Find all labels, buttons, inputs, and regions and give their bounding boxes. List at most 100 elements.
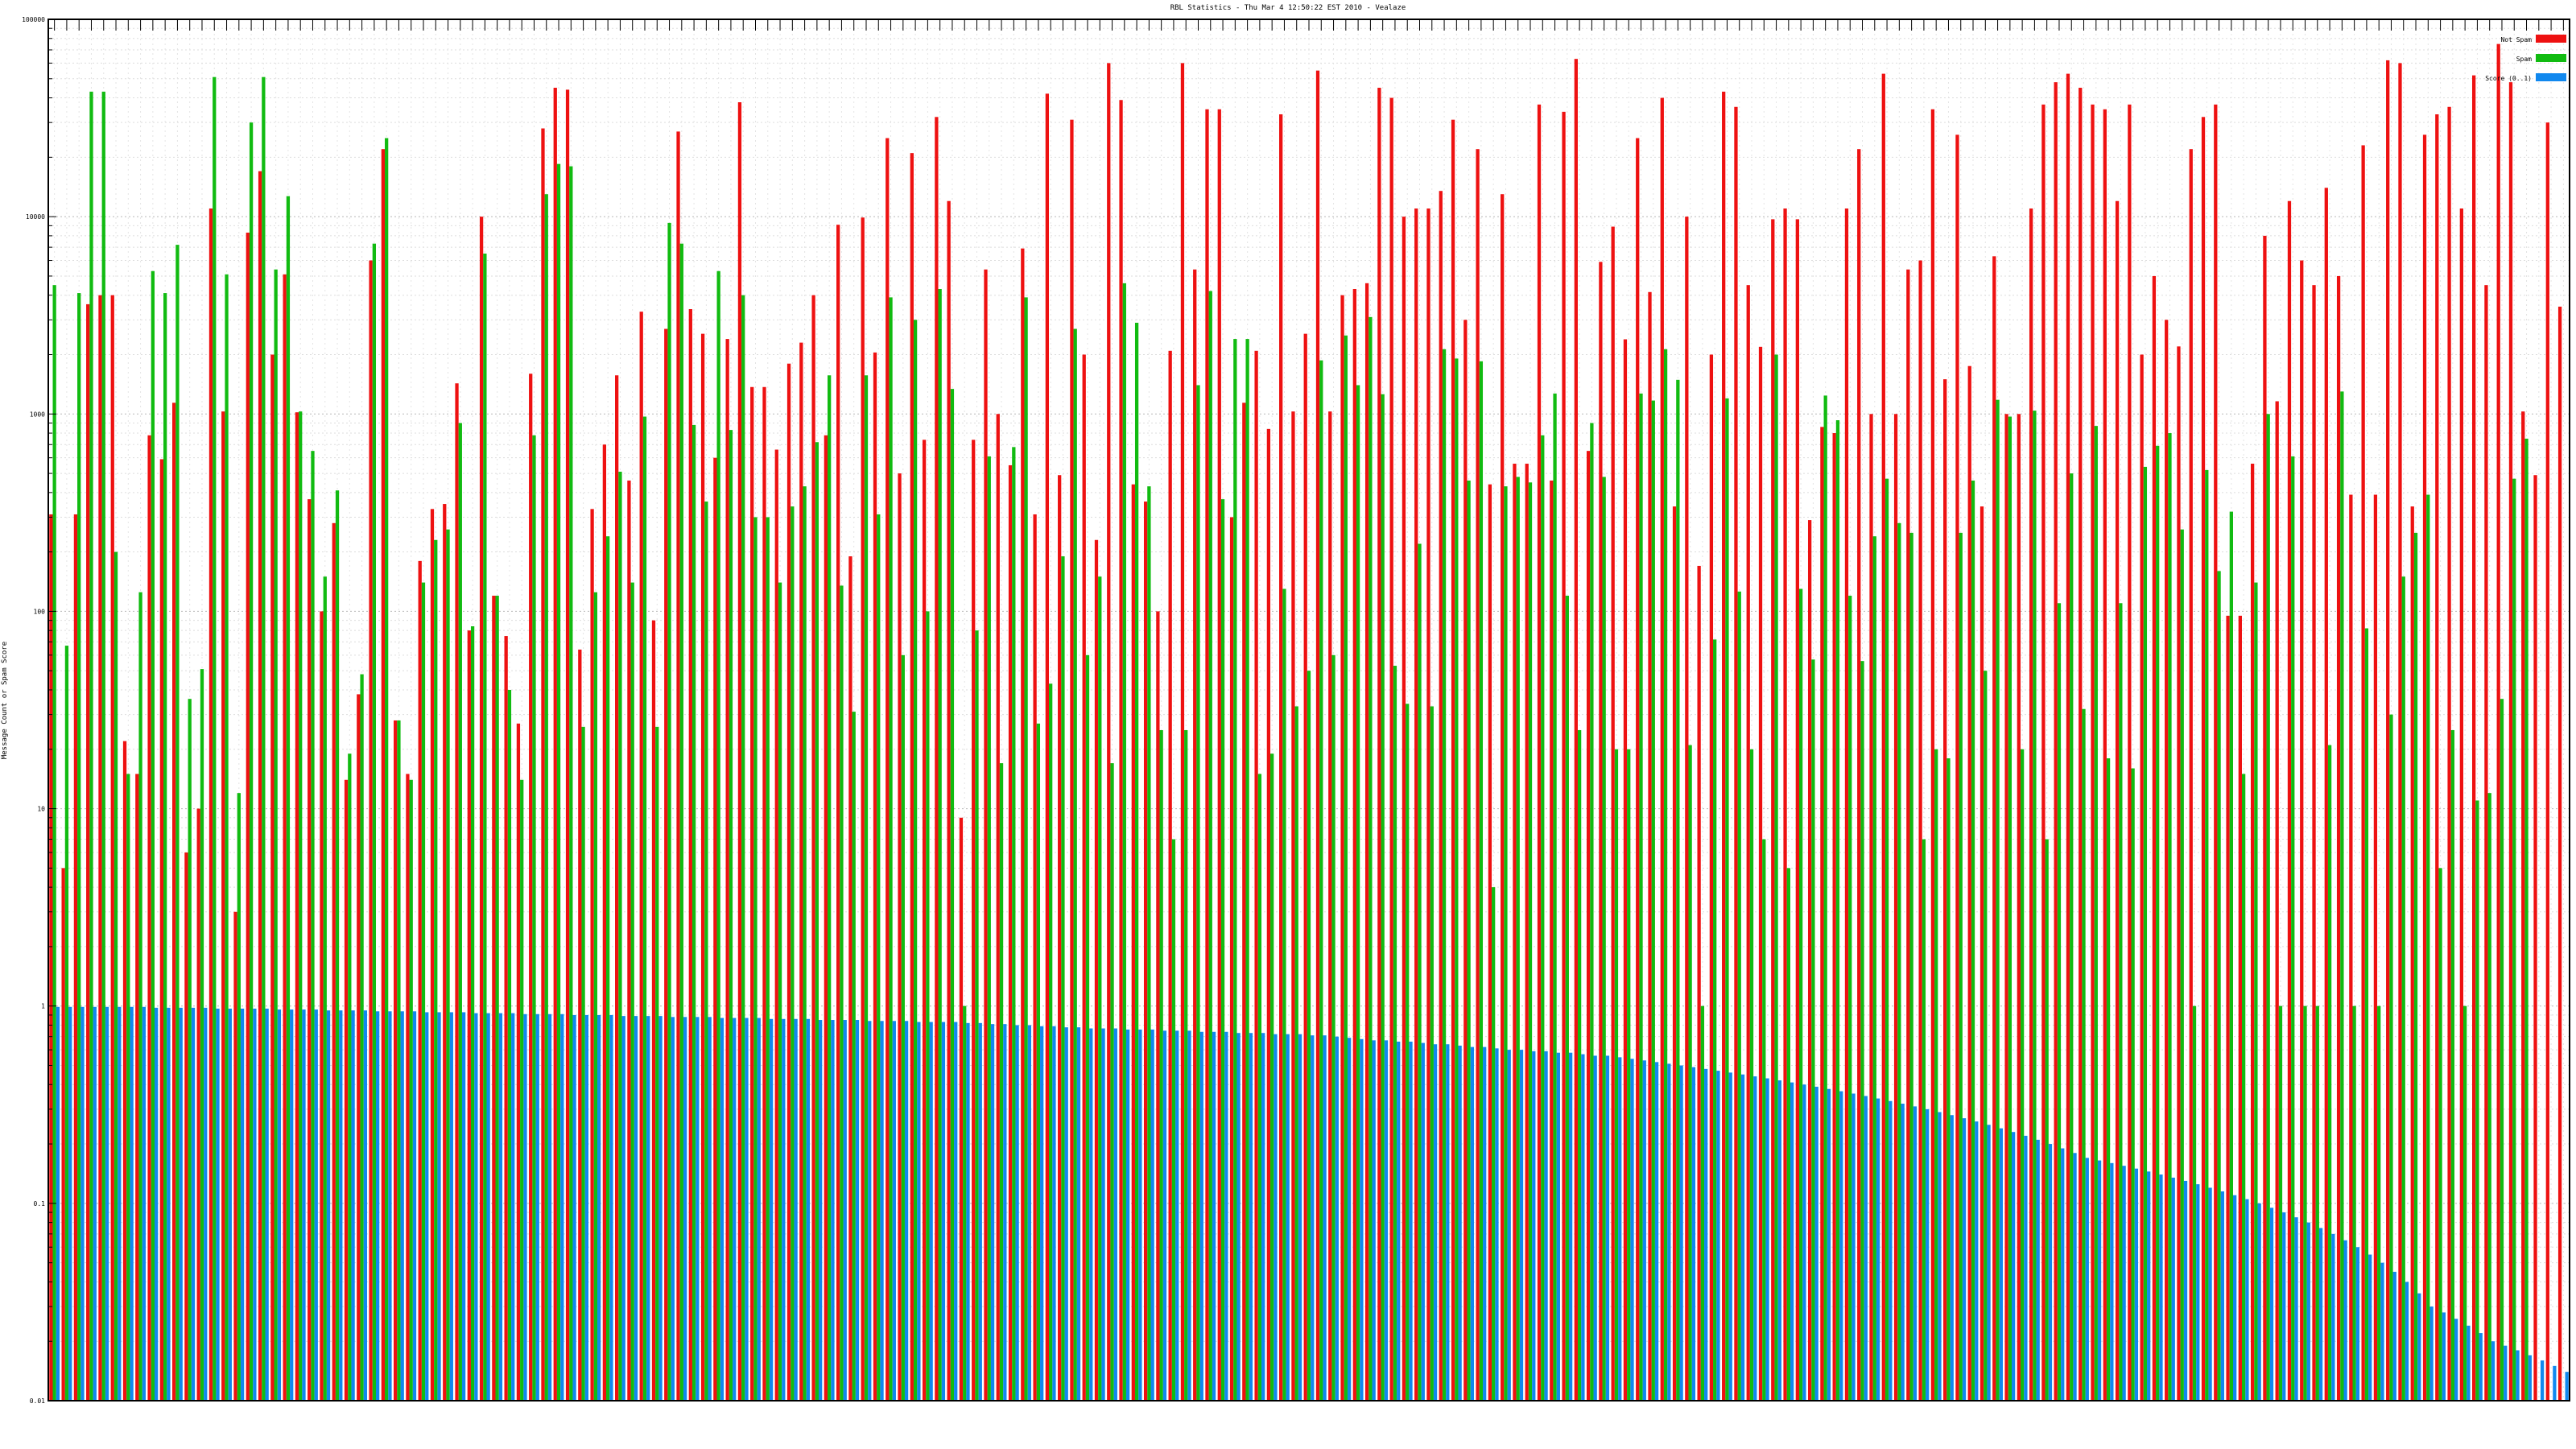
not-spam-bar [1832,433,1836,1402]
not-spam-bar [1734,106,1738,1401]
not-spam-bar [1414,208,1418,1401]
spam-bar [2315,1005,2319,1401]
score-bar [1975,1121,1979,1401]
not-spam-bar [1918,260,1922,1402]
spam-bar [1897,522,1901,1401]
not-spam-bar [1599,262,1603,1401]
spam-bar [446,529,450,1401]
spam-bar [1270,753,1274,1401]
score-bar [2134,1168,2139,1401]
spam-bar [225,274,229,1401]
spam-bar [815,442,819,1401]
spam-bar [926,611,930,1401]
not-spam-bar [1795,219,1799,1401]
score-bar [277,1009,282,1401]
score-bar [351,1010,355,1401]
spam-bar [655,726,659,1401]
spam-bar [1971,480,1975,1401]
y-tick-label: 1 [41,1003,45,1010]
not-spam-bar [1033,514,1037,1401]
spam-bar [1368,316,1373,1401]
score-bar [2454,1319,2458,1401]
legend-label: Not Spam [2500,36,2532,43]
not-spam-bar [1352,288,1356,1401]
score-bar [1654,1062,1659,1401]
not-spam-bar [394,720,398,1401]
spam-bar [2377,1005,2381,1401]
not-spam-bar [1008,464,1013,1401]
score-bar [1728,1072,1732,1401]
not-spam-bar [98,295,102,1401]
spam-bar [89,91,93,1402]
spam-bar [1122,283,1126,1401]
not-spam-bar [1930,109,1935,1402]
not-spam-bar [762,386,766,1401]
spam-bar [1959,532,1963,1401]
y-tick-label: 10 [37,806,45,813]
score-bar [425,1012,429,1401]
not-spam-bar [1107,63,1111,1401]
score-bar [2085,1158,2089,1401]
spam-bar [2266,414,2270,1402]
spam-bar [2180,529,2184,1401]
score-bar [1544,1051,1548,1401]
not-spam-bar [492,596,496,1401]
not-spam-bar [1328,411,1332,1401]
score-bar [2232,1195,2237,1401]
not-spam-bar [664,328,668,1401]
spam-bar [2487,793,2491,1401]
score-bar [1790,1082,1794,1401]
not-spam-bar [1156,611,1160,1401]
spam-bar [877,514,881,1401]
not-spam-bar [1906,269,1910,1401]
chart-title: RBL Statistics - Thu Mar 4 12:50:22 EST … [1170,4,1406,12]
not-spam-bar [2336,275,2341,1401]
not-spam-bar [2324,188,2328,1402]
spam-bar [1085,654,1090,1401]
score-bar [1249,1033,1253,1401]
y-tick-label: 100 [34,608,46,615]
not-spam-bar [1488,484,1492,1402]
not-spam-bar [196,808,200,1401]
score-bar [2318,1228,2323,1401]
not-spam-bar [1315,70,1320,1402]
not-spam-bar [651,620,656,1401]
not-spam-bar [1082,354,1086,1401]
spam-bar [1553,393,1557,1401]
not-spam-bar [615,375,619,1401]
not-spam-bar [2373,494,2378,1401]
not-spam-bar [861,217,865,1401]
score-bar [1458,1045,1462,1401]
not-spam-bar [2349,494,2353,1401]
not-spam-bar [208,208,213,1401]
not-spam-bar [233,911,237,1401]
spam-bar [1024,297,1028,1402]
spam-bar [1307,671,1311,1401]
spam-bar [1381,394,1385,1401]
score-bar [265,1008,269,1401]
score-bar [597,1014,601,1401]
spam-bar [544,194,548,1402]
score-bar [720,1018,724,1401]
score-bar [2479,1333,2483,1401]
score-bar [868,1021,872,1401]
not-spam-bar [578,649,582,1401]
score-bar [1740,1074,1745,1401]
not-spam-bar [2238,615,2242,1401]
spam-bar [2254,582,2258,1401]
score-bar [831,1020,835,1401]
score-bar [1556,1052,1560,1401]
y-tick-label: 1000 [30,411,45,418]
spam-bar [1455,358,1459,1402]
not-spam-bar [2017,414,2021,1402]
score-bar [2306,1222,2310,1401]
not-spam-bar [1094,539,1099,1401]
spam-bar [999,763,1004,1401]
spam-bar [507,689,512,1401]
score-bar [1938,1112,1942,1401]
spam-bar [2229,511,2233,1401]
spam-bar [409,779,413,1401]
score-bar [1753,1076,1757,1401]
score-bar [302,1009,306,1401]
not-spam-bar [1303,333,1307,1402]
